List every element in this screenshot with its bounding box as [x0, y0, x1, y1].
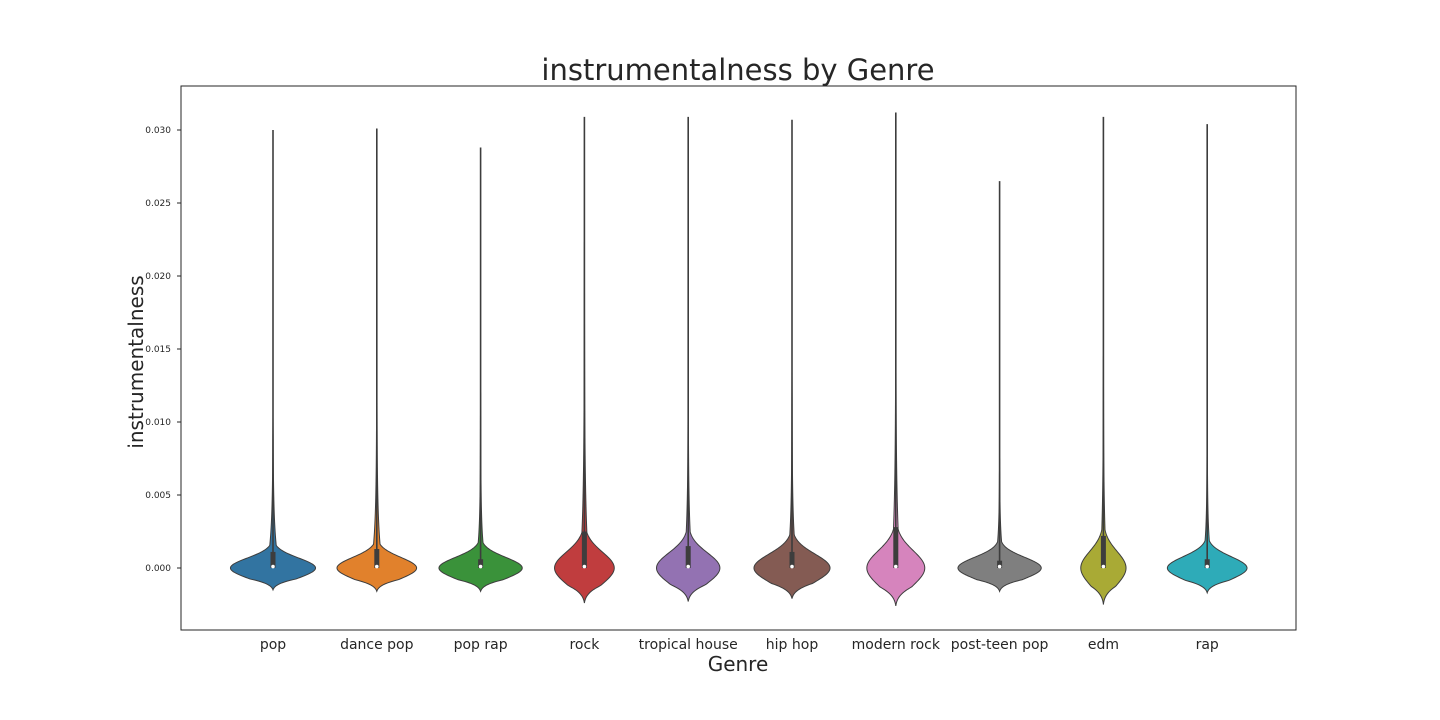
- x-axis-label: Genre: [708, 652, 769, 676]
- y-tick-label: 0.000: [145, 564, 171, 574]
- violin-median: [271, 565, 275, 569]
- violin-box: [686, 546, 691, 568]
- violin-median: [894, 565, 898, 569]
- x-tick-label: hip hop: [766, 637, 819, 653]
- x-tick-label: edm: [1088, 637, 1119, 653]
- violin-median: [1205, 565, 1209, 569]
- violin-median: [375, 565, 379, 569]
- violin-box: [893, 527, 898, 568]
- y-tick-label: 0.010: [145, 418, 171, 428]
- violin-median: [686, 565, 690, 569]
- violin-median: [998, 565, 1002, 569]
- y-axis-label: instrumentalness: [124, 275, 148, 448]
- y-tick-label: 0.005: [145, 491, 171, 501]
- x-tick-label: dance pop: [340, 637, 414, 653]
- violin-box: [582, 532, 587, 569]
- y-tick-label: 0.015: [145, 345, 171, 355]
- y-tick-label: 0.025: [145, 199, 171, 209]
- violin-box: [1101, 536, 1106, 568]
- violin-median: [479, 565, 483, 569]
- x-tick-label: tropical house: [639, 637, 738, 653]
- y-tick-label: 0.030: [145, 126, 171, 136]
- x-tick-label: pop: [260, 637, 286, 653]
- x-tick-label: rap: [1196, 637, 1219, 653]
- violin-median: [1102, 565, 1106, 569]
- chart-title: instrumentalness by Genre: [541, 53, 934, 87]
- x-tick-label: rock: [569, 637, 600, 653]
- violin-median: [790, 565, 794, 569]
- violin-median: [583, 565, 587, 569]
- y-tick-label: 0.020: [145, 272, 171, 282]
- x-tick-label: pop rap: [454, 637, 508, 653]
- x-tick-label: post-teen pop: [951, 637, 1049, 653]
- x-tick-label: modern rock: [852, 637, 941, 653]
